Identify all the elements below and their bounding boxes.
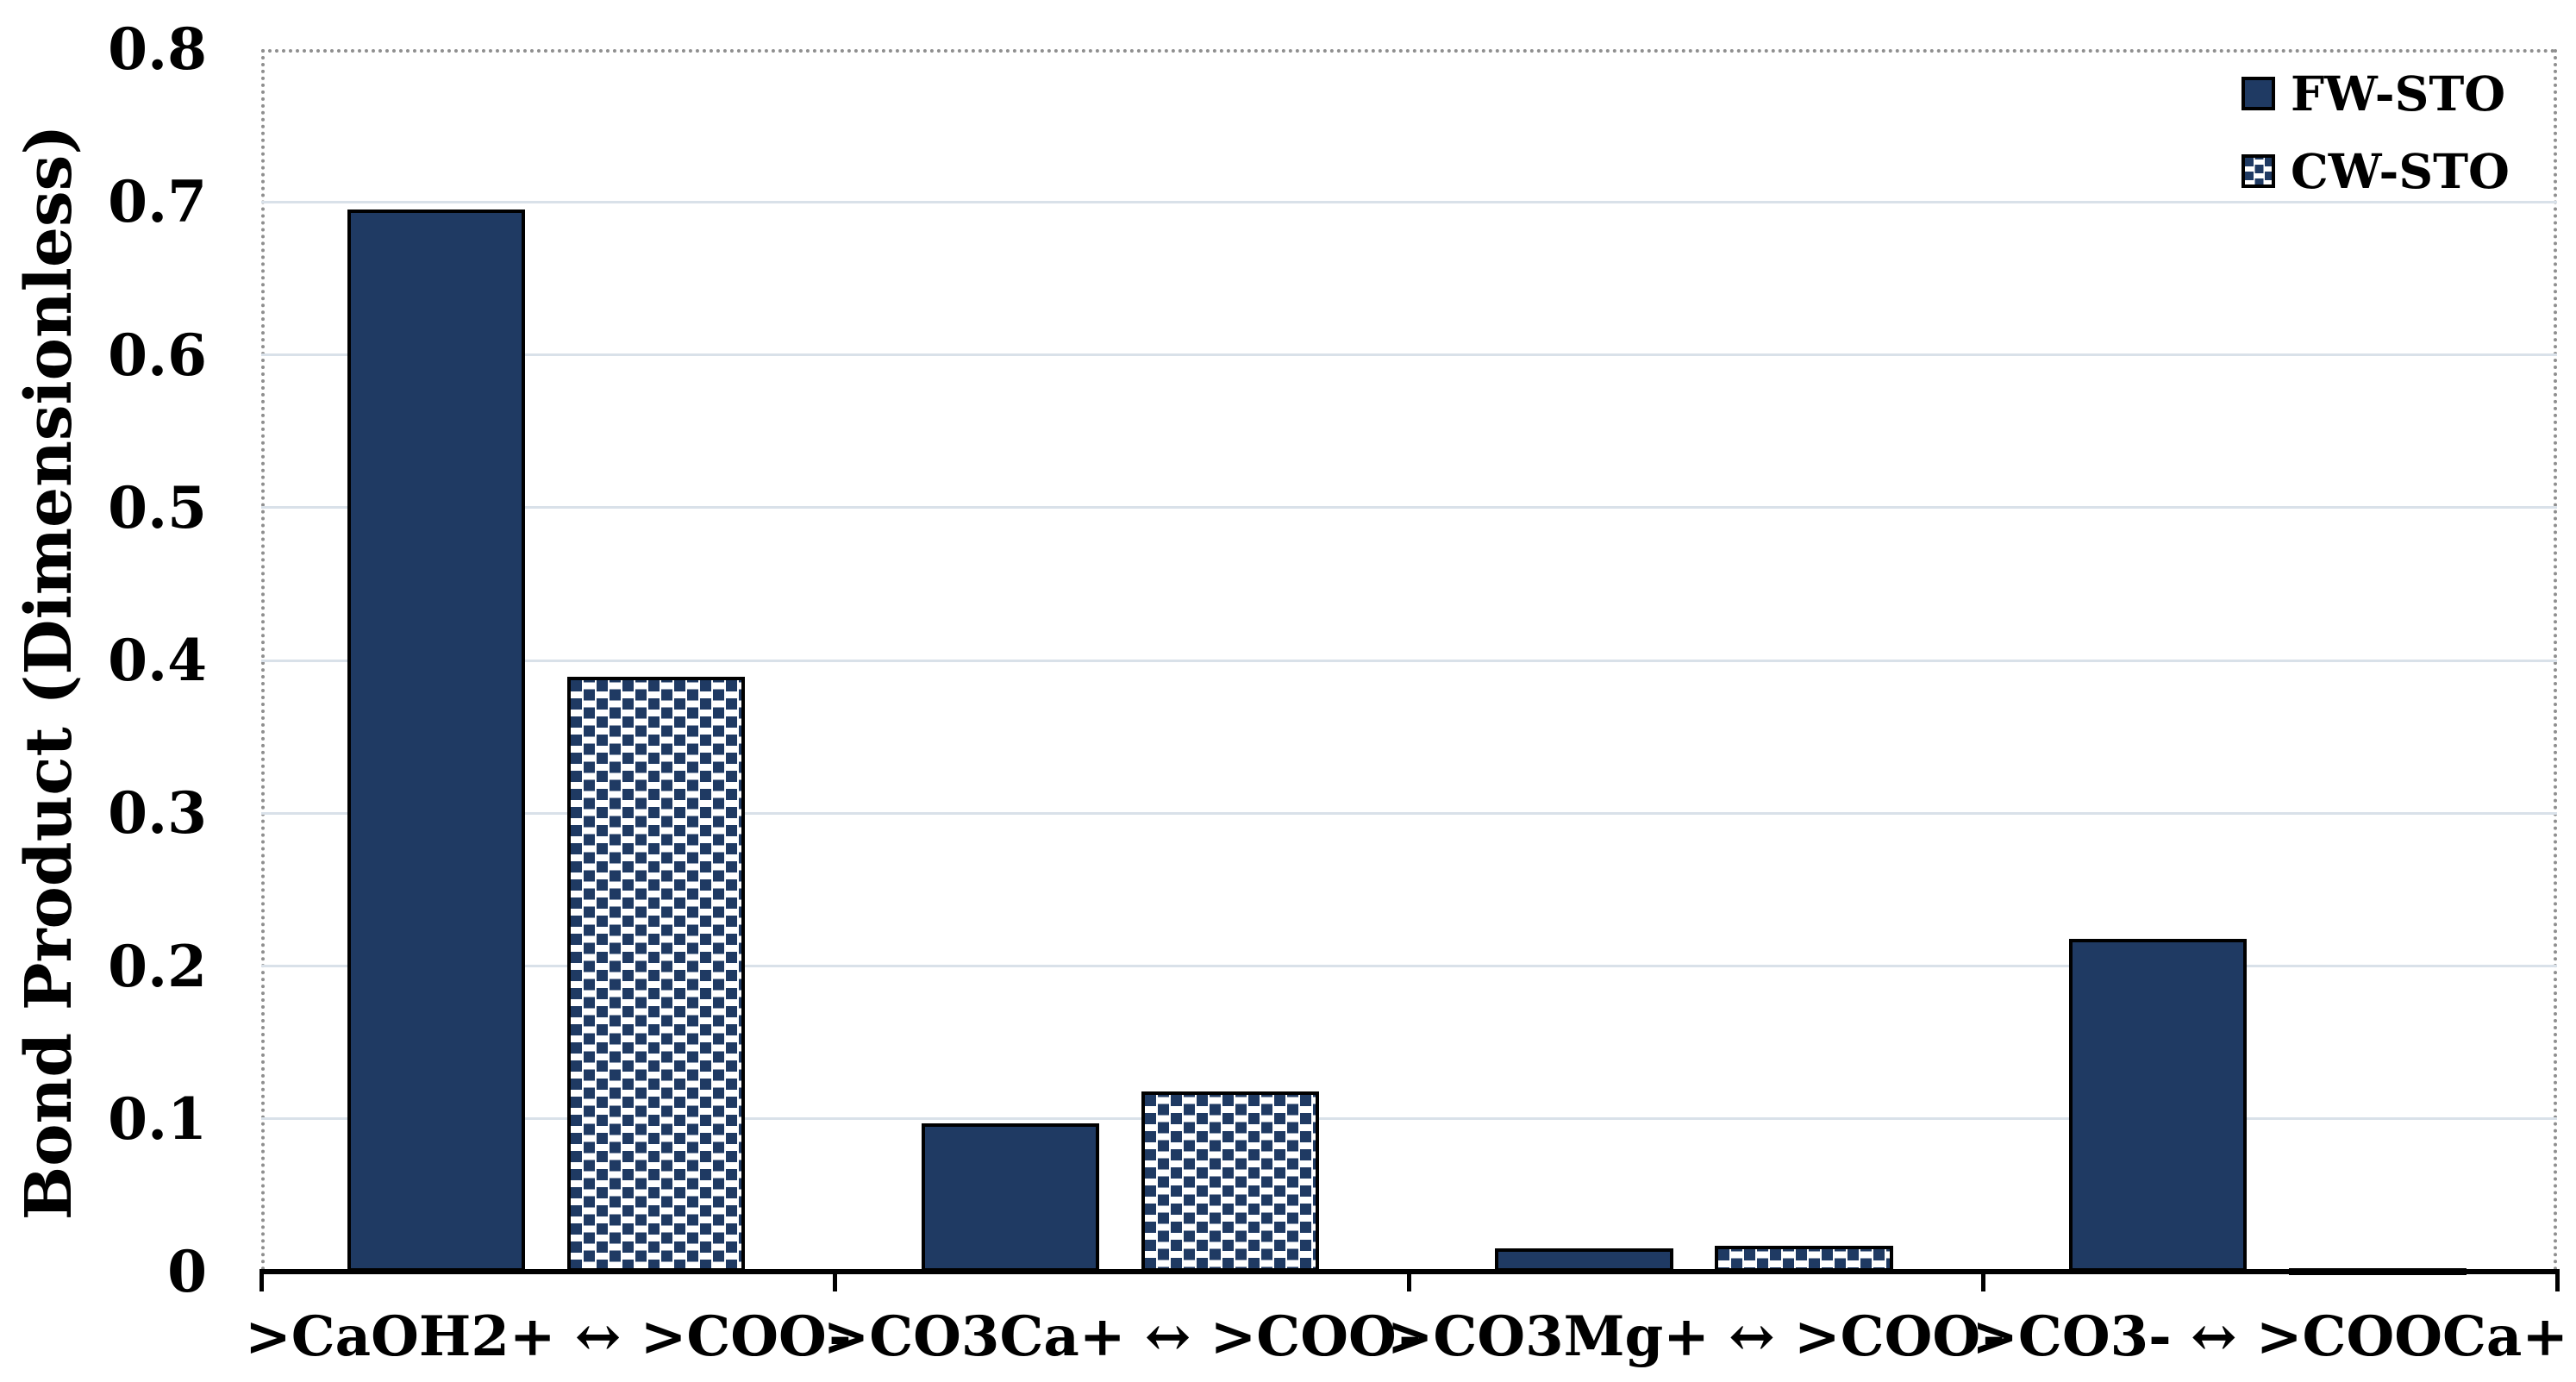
legend-item-fw-sto: FW-STO — [2241, 70, 2510, 117]
y-tick-label: 0.8 — [108, 16, 207, 83]
bar-cw-sto-cat1 — [566, 677, 746, 1272]
gridline — [261, 965, 2557, 967]
bar-fw-sto-cat4 — [2069, 938, 2248, 1272]
y-tick-label: 0.2 — [108, 932, 207, 1000]
x-axis-tick — [1407, 1269, 1411, 1291]
bar-cw-sto-cat2 — [1141, 1091, 1319, 1272]
x-axis-tick — [1980, 1269, 1985, 1291]
bar-fw-sto-cat3 — [1495, 1248, 1673, 1272]
x-category-label: >CaOH2+ ↔ >COO- — [245, 1304, 852, 1369]
x-axis-tick — [833, 1269, 838, 1291]
gridline — [261, 659, 2557, 662]
gridline — [261, 353, 2557, 356]
legend-label-fw-sto: FW-STO — [2291, 65, 2506, 122]
y-tick-label: 0.6 — [108, 321, 207, 389]
legend-item-cw-sto: CW-STO — [2241, 147, 2510, 195]
x-category-label: >CO3Ca+ ↔ >COO- — [822, 1304, 1422, 1369]
gridline — [261, 506, 2557, 510]
legend-swatch-solid-icon — [2241, 76, 2275, 110]
x-axis-tick — [2554, 1269, 2560, 1291]
y-tick-label: 0.1 — [108, 1085, 207, 1153]
legend-swatch-pattern-icon — [2241, 153, 2275, 188]
bar-fw-sto-cat2 — [921, 1123, 1099, 1272]
x-category-label: >CO3- ↔ >COOCa+ — [1972, 1304, 2568, 1369]
legend: FW-STO CW-STO — [2241, 70, 2510, 231]
gridline — [261, 811, 2557, 815]
legend-label-cw-sto: CW-STO — [2291, 142, 2510, 199]
y-tick-label: 0 — [167, 1238, 207, 1305]
bar-fw-sto-cat1 — [347, 209, 526, 1272]
x-axis-tick — [259, 1269, 264, 1291]
bar-cw-sto-cat3 — [1715, 1245, 1893, 1272]
y-tick-label: 0.5 — [108, 473, 207, 541]
y-tick-label: 0.7 — [108, 168, 207, 236]
y-tick-label: 0.4 — [108, 627, 207, 694]
x-category-label: >CO3Mg+ ↔ >COO- — [1386, 1304, 2005, 1369]
y-tick-label: 0.3 — [108, 779, 207, 847]
gridline — [261, 200, 2557, 203]
gridline — [261, 1117, 2557, 1121]
